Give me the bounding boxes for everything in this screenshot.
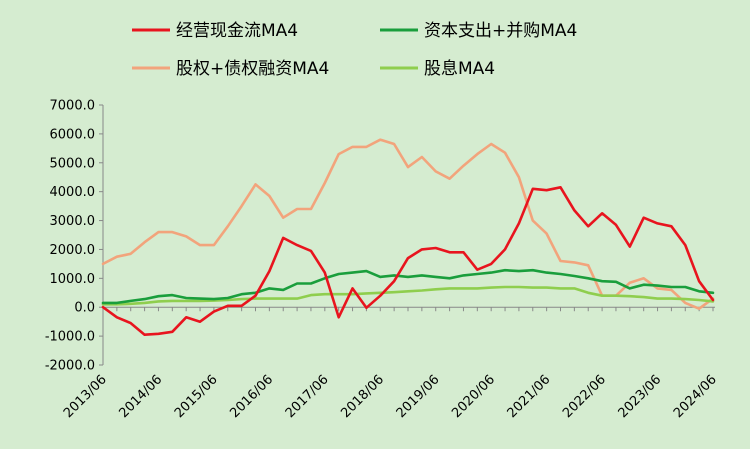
y-tick-label: 7000.0 (50, 99, 96, 114)
series-line-operating-cashflow (101, 186, 715, 337)
y-tick-label: 5000.0 (50, 156, 96, 171)
y-tick-label: -2000.0 (45, 359, 95, 374)
y-tick-label: 2000.0 (50, 243, 96, 258)
legend-item-capex: 资本支出+并购MA4 (380, 21, 577, 41)
y-tick-label: -1000.0 (45, 330, 95, 345)
legend-item-dividend: 股息MA4 (380, 59, 495, 79)
y-tick-label: 4000.0 (50, 185, 96, 200)
series-line-capex (101, 268, 715, 305)
y-tick-label: 1000.0 (50, 272, 96, 287)
series-line-dividend (101, 285, 715, 306)
legend-label-capex: 资本支出+并购MA4 (424, 21, 577, 41)
legend-item-financing: 股权+债权融资MA4 (132, 59, 329, 79)
legend-item-operating-cashflow: 经营现金流MA4 (132, 21, 298, 41)
series-layer (101, 138, 715, 337)
legend-label-operating-cashflow: 经营现金流MA4 (176, 21, 298, 41)
y-tick-label: 3000.0 (50, 214, 96, 229)
legend-label-financing: 股权+债权融资MA4 (176, 59, 329, 79)
y-tick-label: 6000.0 (50, 127, 96, 142)
legend-label-dividend: 股息MA4 (424, 59, 495, 79)
y-tick-label: 0.0 (74, 301, 95, 316)
legend: 经营现金流MA4 资本支出+并购MA4 股权+债权融资MA4 股息MA4 (132, 21, 577, 79)
